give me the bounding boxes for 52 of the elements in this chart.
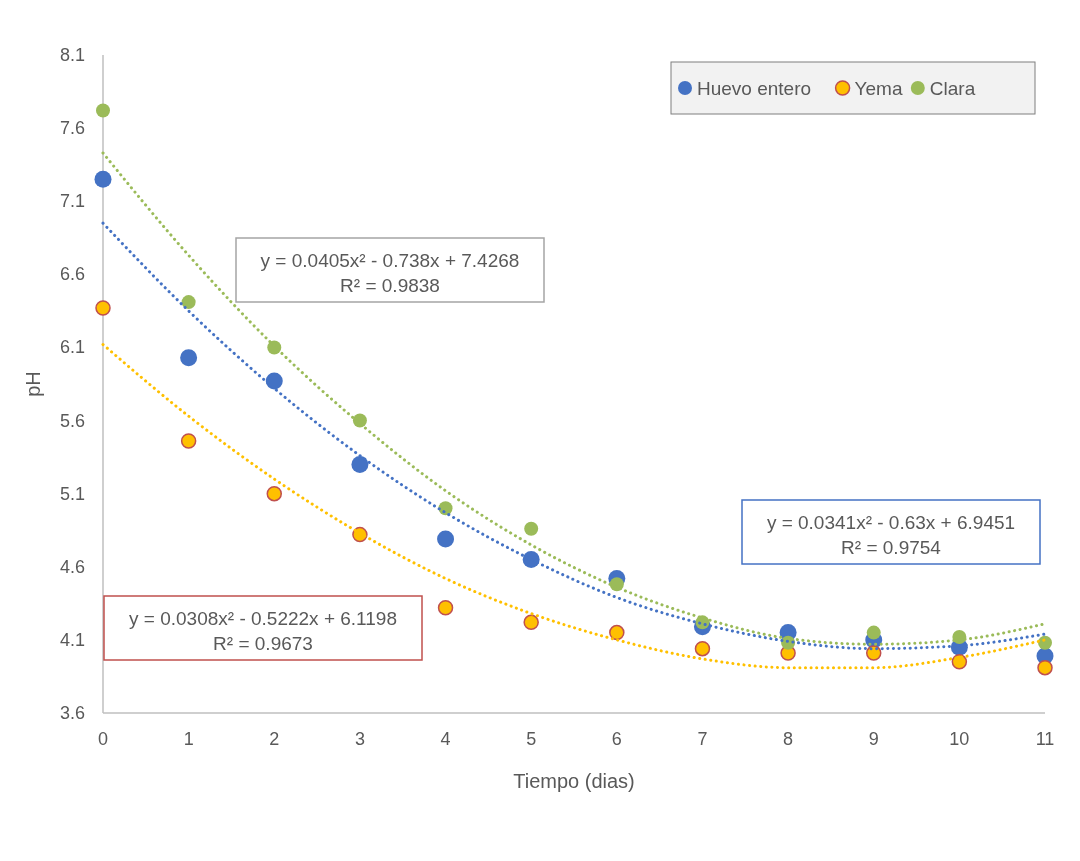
point bbox=[96, 103, 110, 118]
point bbox=[266, 485, 283, 502]
x-tick-label: 11 bbox=[1035, 729, 1055, 749]
point bbox=[694, 640, 711, 657]
annotation: R² = 0.9673 bbox=[213, 632, 313, 654]
point bbox=[951, 654, 968, 670]
y-tick-label: 4.6 bbox=[59, 556, 85, 577]
y-tick-label: 8.1 bbox=[59, 45, 85, 65]
y-tick-label: 3.6 bbox=[59, 703, 85, 723]
legend-label: Huevo entero bbox=[697, 77, 812, 99]
point bbox=[95, 300, 111, 316]
annotation: y = 0.0341x² - 0.63x + 6.9451 bbox=[766, 511, 1016, 533]
y-axis-title: pH bbox=[22, 371, 44, 397]
y-tick-label: 6.6 bbox=[59, 264, 85, 285]
point bbox=[609, 624, 625, 641]
y-tick-label: 6.1 bbox=[59, 337, 85, 358]
x-tick-label: 8 bbox=[783, 729, 794, 749]
point bbox=[524, 521, 539, 536]
annotation: y = 0.0308x² - 0.5222x + 6.1198 bbox=[129, 607, 397, 629]
point bbox=[180, 349, 198, 367]
point bbox=[181, 295, 196, 310]
y-tick-label: 5.1 bbox=[59, 483, 85, 504]
annotation: R² = 0.9838 bbox=[340, 274, 440, 296]
annotation: R² = 0.9754 bbox=[841, 536, 942, 558]
x-tick-label: 10 bbox=[949, 729, 970, 749]
annotation: y = 0.0405x² - 0.738x + 7.4268 bbox=[260, 249, 520, 271]
point bbox=[437, 530, 455, 548]
point bbox=[351, 455, 369, 473]
x-tick-label: 0 bbox=[97, 729, 109, 749]
point bbox=[437, 599, 454, 616]
x-tick-label: 5 bbox=[526, 729, 537, 749]
point bbox=[94, 170, 112, 188]
y-tick-label: 7.6 bbox=[59, 118, 85, 139]
point bbox=[265, 372, 283, 390]
point bbox=[866, 625, 881, 640]
point bbox=[1038, 635, 1052, 650]
x-tick-label: 3 bbox=[354, 729, 365, 749]
x-tick-label: 9 bbox=[868, 729, 879, 749]
point bbox=[523, 614, 539, 631]
x-tick-label: 6 bbox=[611, 729, 622, 749]
x-tick-label: 7 bbox=[697, 729, 708, 749]
point bbox=[1037, 659, 1053, 676]
point bbox=[180, 433, 197, 449]
y-tick-label: 5.6 bbox=[59, 410, 85, 431]
x-tick-label: 2 bbox=[269, 729, 280, 749]
y-tick-label: 7.1 bbox=[59, 191, 85, 212]
legend-label: Clara bbox=[929, 77, 976, 99]
legend-label: Yema bbox=[854, 77, 903, 99]
y-tick-label: 4.1 bbox=[59, 629, 85, 650]
x-tick-label: 1 bbox=[183, 729, 194, 749]
x-axis-title: Tiempo (dias) bbox=[513, 770, 635, 792]
x-tick-label: 4 bbox=[440, 729, 451, 749]
